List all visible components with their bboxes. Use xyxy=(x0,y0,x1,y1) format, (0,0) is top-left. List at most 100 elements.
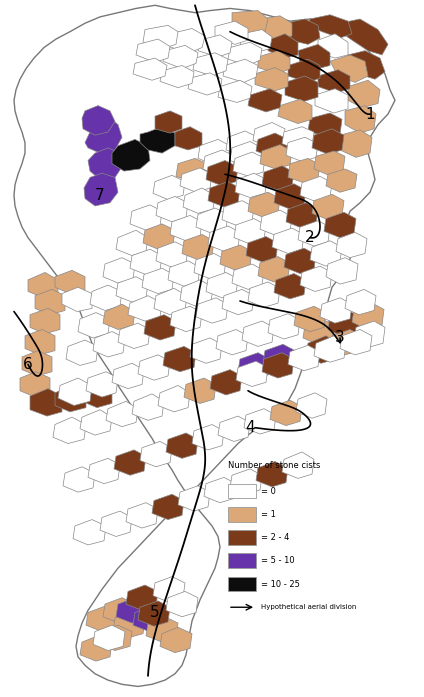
Polygon shape xyxy=(326,169,357,192)
Polygon shape xyxy=(175,127,202,150)
Polygon shape xyxy=(28,273,58,298)
Polygon shape xyxy=(284,248,316,273)
Polygon shape xyxy=(73,519,106,545)
Polygon shape xyxy=(263,344,295,371)
Polygon shape xyxy=(203,150,235,176)
Polygon shape xyxy=(258,256,290,282)
Polygon shape xyxy=(318,70,350,93)
Polygon shape xyxy=(300,176,332,201)
Polygon shape xyxy=(88,459,120,484)
Polygon shape xyxy=(286,203,318,228)
Polygon shape xyxy=(143,224,175,250)
Polygon shape xyxy=(253,123,285,147)
Polygon shape xyxy=(340,130,372,158)
Polygon shape xyxy=(232,10,268,33)
Polygon shape xyxy=(314,151,345,176)
Polygon shape xyxy=(248,282,280,307)
Polygon shape xyxy=(53,417,86,443)
Polygon shape xyxy=(260,16,292,40)
Polygon shape xyxy=(230,469,262,494)
Polygon shape xyxy=(30,308,60,334)
Polygon shape xyxy=(80,636,112,661)
Polygon shape xyxy=(138,601,170,626)
Polygon shape xyxy=(236,361,268,387)
Polygon shape xyxy=(218,416,250,441)
Polygon shape xyxy=(204,477,236,503)
Polygon shape xyxy=(330,330,362,355)
Bar xyxy=(228,553,256,568)
Polygon shape xyxy=(282,19,320,45)
Polygon shape xyxy=(35,289,65,315)
Polygon shape xyxy=(288,59,320,82)
Polygon shape xyxy=(330,55,368,82)
Polygon shape xyxy=(113,613,145,638)
Polygon shape xyxy=(268,314,300,339)
Polygon shape xyxy=(178,486,210,511)
Polygon shape xyxy=(112,363,144,389)
Polygon shape xyxy=(320,298,352,323)
Polygon shape xyxy=(140,127,175,153)
Polygon shape xyxy=(345,51,385,79)
Text: = 1: = 1 xyxy=(261,510,276,519)
Polygon shape xyxy=(118,323,150,348)
Polygon shape xyxy=(255,68,288,91)
Text: 4: 4 xyxy=(245,420,255,435)
Polygon shape xyxy=(206,160,238,186)
Polygon shape xyxy=(103,258,135,283)
Polygon shape xyxy=(116,598,148,623)
Polygon shape xyxy=(133,58,167,80)
Polygon shape xyxy=(274,273,306,299)
Polygon shape xyxy=(183,188,215,213)
Text: 7: 7 xyxy=(95,188,105,203)
Polygon shape xyxy=(93,625,125,650)
Polygon shape xyxy=(132,394,164,420)
Polygon shape xyxy=(63,467,95,492)
Polygon shape xyxy=(103,304,135,330)
Polygon shape xyxy=(196,208,228,233)
Polygon shape xyxy=(144,315,176,340)
Polygon shape xyxy=(100,511,132,537)
Polygon shape xyxy=(318,33,348,58)
Text: 1: 1 xyxy=(365,107,375,121)
Polygon shape xyxy=(312,129,344,154)
Polygon shape xyxy=(66,340,98,365)
Polygon shape xyxy=(198,139,230,164)
Polygon shape xyxy=(166,591,198,617)
Polygon shape xyxy=(288,158,320,183)
Polygon shape xyxy=(232,264,264,289)
Polygon shape xyxy=(156,197,188,222)
Polygon shape xyxy=(138,355,170,380)
Polygon shape xyxy=(244,408,276,434)
Polygon shape xyxy=(262,166,294,190)
Polygon shape xyxy=(128,296,162,321)
Polygon shape xyxy=(55,385,86,412)
Polygon shape xyxy=(160,627,192,652)
Polygon shape xyxy=(116,230,148,256)
Polygon shape xyxy=(168,261,200,286)
Polygon shape xyxy=(170,306,202,332)
Polygon shape xyxy=(315,89,348,113)
Polygon shape xyxy=(163,346,196,372)
Polygon shape xyxy=(25,330,55,355)
Polygon shape xyxy=(233,152,265,176)
Polygon shape xyxy=(272,228,304,254)
Polygon shape xyxy=(152,494,184,519)
Polygon shape xyxy=(190,338,222,363)
Polygon shape xyxy=(86,372,118,397)
Polygon shape xyxy=(240,29,272,53)
Polygon shape xyxy=(286,137,318,162)
Polygon shape xyxy=(188,73,222,95)
Polygon shape xyxy=(208,226,240,252)
Polygon shape xyxy=(136,39,170,62)
Polygon shape xyxy=(103,598,135,623)
Polygon shape xyxy=(182,234,214,260)
Text: 6: 6 xyxy=(23,357,33,372)
Polygon shape xyxy=(112,139,150,171)
Polygon shape xyxy=(312,194,344,220)
Polygon shape xyxy=(298,221,330,246)
Polygon shape xyxy=(93,332,125,357)
Polygon shape xyxy=(58,378,92,406)
Polygon shape xyxy=(208,182,240,207)
Polygon shape xyxy=(216,330,248,355)
Polygon shape xyxy=(222,289,254,315)
